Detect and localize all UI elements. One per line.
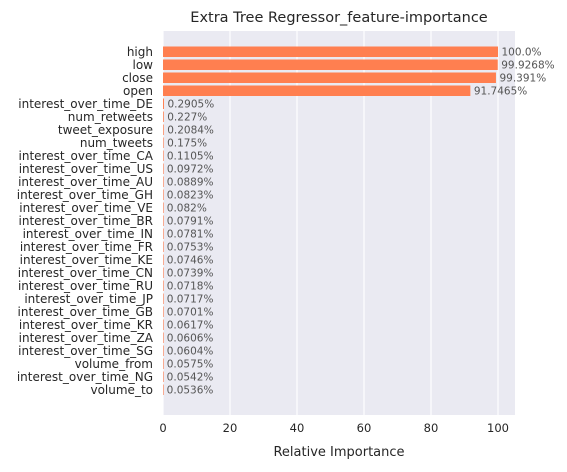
bar xyxy=(163,254,164,265)
y-tick-label: interest_over_time_SG xyxy=(18,344,153,358)
bar xyxy=(163,111,164,122)
bar xyxy=(163,345,164,356)
data-label: 99.391% xyxy=(499,73,546,85)
data-label: 0.0791% xyxy=(167,216,214,228)
y-tick-label: num_retweets xyxy=(68,110,153,124)
data-label: 0.0753% xyxy=(167,242,214,254)
y-tick-label: interest_over_time_NG xyxy=(17,370,153,384)
data-label: 0.0823% xyxy=(167,190,214,202)
bar xyxy=(163,319,164,330)
y-tick-labels: highlowcloseopeninterest_over_time_DEnum… xyxy=(17,45,154,397)
data-label: 0.0889% xyxy=(167,177,214,189)
x-axis-label: Relative Importance xyxy=(273,445,404,460)
data-label: 0.227% xyxy=(167,112,207,124)
bar xyxy=(163,293,164,304)
bar xyxy=(163,202,164,213)
y-tick-label: interest_over_time_IN xyxy=(23,227,153,241)
bar xyxy=(163,59,498,70)
bar xyxy=(163,189,164,200)
bar xyxy=(163,306,164,317)
bar xyxy=(163,150,164,161)
data-label: 0.0617% xyxy=(167,320,214,332)
x-tick-label: 20 xyxy=(223,421,238,435)
y-tick-label: interest_over_time_AU xyxy=(18,175,153,189)
data-label: 0.2905% xyxy=(167,99,214,111)
y-tick-label: interest_over_time_FR xyxy=(20,240,153,254)
bar xyxy=(163,98,164,109)
y-tick-label: interest_over_time_GH xyxy=(17,188,153,202)
y-tick-label: interest_over_time_ZA xyxy=(19,331,154,345)
data-label: 0.2084% xyxy=(167,125,214,137)
x-tick-label: 0 xyxy=(159,421,166,435)
bar xyxy=(163,163,164,174)
y-tick-label: interest_over_time_US xyxy=(19,162,153,176)
bar xyxy=(163,267,164,278)
bar xyxy=(163,124,164,135)
bar xyxy=(163,332,164,343)
y-tick-label: interest_over_time_BR xyxy=(19,214,153,228)
y-tick-label: interest_over_time_RU xyxy=(18,279,153,293)
bar xyxy=(163,72,496,83)
bar xyxy=(163,358,164,369)
data-label: 100.0% xyxy=(502,47,542,59)
y-tick-label: interest_over_time_CN xyxy=(18,266,153,280)
chart-title: Extra Tree Regressor_feature-importance xyxy=(190,10,488,26)
y-tick-label: num_tweets xyxy=(80,136,153,150)
data-label: 0.0739% xyxy=(167,268,214,280)
data-labels: 100.0%99.9268%99.391%91.7465% 0.2905%0.22… xyxy=(167,47,555,397)
bar xyxy=(163,371,164,382)
data-label: 0.0542% xyxy=(167,372,214,384)
bar xyxy=(163,176,164,187)
y-tick-label: interest_over_time_VE xyxy=(19,201,153,215)
y-tick-label: interest_over_time_CA xyxy=(19,149,154,163)
y-tick-label: close xyxy=(122,71,153,85)
bar xyxy=(163,46,498,57)
y-tick-label: volume_from xyxy=(75,357,153,371)
bars xyxy=(163,46,498,395)
data-label: 0.0972% xyxy=(167,164,214,176)
x-tick-label: 40 xyxy=(290,421,305,435)
x-tick-labels: 0 20 40 60 80 100 xyxy=(159,421,509,435)
data-label: 0.0606% xyxy=(167,333,214,345)
data-label: 0.082% xyxy=(167,203,207,215)
y-tick-label: low xyxy=(133,58,154,72)
y-tick-label: tweet_exposure xyxy=(58,123,153,137)
data-label: 0.0746% xyxy=(167,255,214,267)
y-tick-label: open xyxy=(123,84,153,98)
y-tick-label: volume_to xyxy=(90,383,153,397)
y-tick-label: interest_over_time_JP xyxy=(24,292,153,306)
data-label: 0.0575% xyxy=(167,359,214,371)
x-tick-label: 100 xyxy=(487,421,509,435)
bar xyxy=(163,384,164,395)
data-label: 0.0701% xyxy=(167,307,214,319)
data-label: 0.0604% xyxy=(167,346,214,358)
x-tick-label: 60 xyxy=(357,421,372,435)
data-label: 0.1105% xyxy=(167,151,214,163)
bar xyxy=(163,241,164,252)
y-tick-label: interest_over_time_DE xyxy=(18,97,153,111)
bar xyxy=(163,85,471,96)
data-label: 99.9268% xyxy=(501,60,554,72)
x-tick-label: 80 xyxy=(424,421,439,435)
data-label: 0.0536% xyxy=(167,385,214,397)
data-label: 0.0718% xyxy=(167,281,214,293)
data-label: 0.175% xyxy=(167,138,207,150)
data-label: 0.0717% xyxy=(167,294,214,306)
data-label: 0.0781% xyxy=(167,229,214,241)
y-tick-label: interest_over_time_KE xyxy=(20,253,153,267)
bar xyxy=(163,228,164,239)
y-tick-label: interest_over_time_GB xyxy=(18,305,153,319)
y-tick-label: high xyxy=(127,45,153,59)
bar xyxy=(163,215,164,226)
data-label: 91.7465% xyxy=(474,86,527,98)
bar xyxy=(163,137,164,148)
y-tick-label: interest_over_time_KR xyxy=(19,318,153,332)
bar xyxy=(163,280,164,291)
